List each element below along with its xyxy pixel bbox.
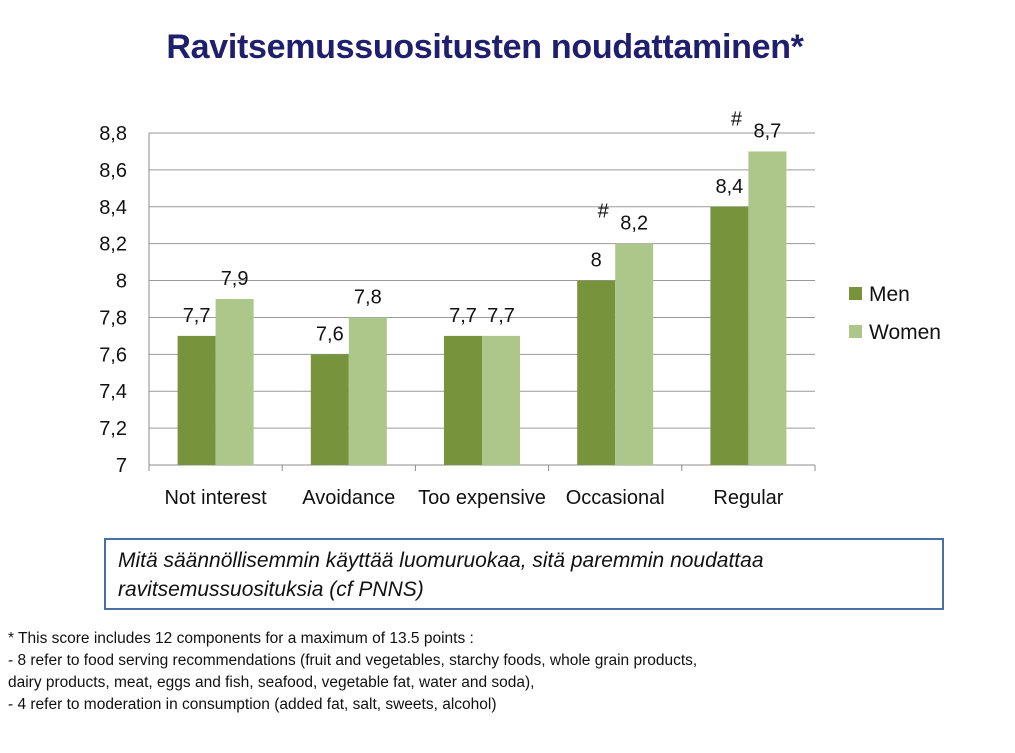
footnote-line: * This score includes 12 components for … xyxy=(8,630,474,647)
data-label: 7,8 xyxy=(354,286,382,308)
data-label: 7,6 xyxy=(316,323,344,345)
y-tick-label: 8 xyxy=(116,271,127,293)
bar-women xyxy=(615,243,654,465)
footnote-line: - 8 refer to food serving recommendation… xyxy=(8,652,698,669)
callout-box: Mitä säännöllisemmin käyttää luomuruokaa… xyxy=(104,538,944,610)
bar-women xyxy=(482,335,520,465)
bar-women xyxy=(748,151,787,465)
data-label: 7,9 xyxy=(221,268,249,290)
annotation-hash: # xyxy=(731,108,743,130)
x-tick-label: Regular xyxy=(713,487,783,509)
data-label: 8,2 xyxy=(620,213,648,235)
bar-women xyxy=(348,317,387,465)
legend-swatch-women xyxy=(849,325,862,338)
bar-men xyxy=(444,335,482,465)
annotation-hash: # xyxy=(598,201,610,223)
bar-men xyxy=(177,335,216,465)
bar-men xyxy=(310,354,349,465)
y-tick-label: 8,4 xyxy=(99,197,127,219)
bar-chart: 7 7,2 7,4 7,6 7,8 8 8,2 8,4 8,6 8,8 Not interest 7,… xyxy=(99,108,941,509)
y-tick-label: 8,6 xyxy=(99,160,127,182)
x-tick-label: Not interest xyxy=(164,487,267,509)
y-tick-label: 7,4 xyxy=(99,381,127,403)
bar-men xyxy=(710,206,749,465)
x-tick-label: Avoidance xyxy=(302,487,395,509)
data-label: 8 xyxy=(591,250,602,272)
y-tick-label: 7 xyxy=(116,455,127,477)
chart-title: Ravitsemussuositusten noudattaminen* xyxy=(166,28,804,66)
data-label: 7,7 xyxy=(183,305,211,327)
legend-label: Women xyxy=(869,321,941,344)
bar-women xyxy=(215,299,254,465)
y-tick-label: 7,6 xyxy=(99,344,127,366)
bar-men xyxy=(577,280,616,465)
x-tick-label: Too expensive xyxy=(418,487,546,509)
footnote-line: - 4 refer to moderation in consumption (… xyxy=(8,696,497,713)
y-tick-label: 8,2 xyxy=(99,234,127,256)
data-label: 7,7 xyxy=(449,305,477,327)
footnote-line: dairy products, meat, eggs and fish, sea… xyxy=(8,674,535,691)
x-tick-label: Occasional xyxy=(566,487,665,509)
data-label: 8,4 xyxy=(715,176,743,198)
legend-swatch-men xyxy=(849,287,862,300)
data-label: 7,7 xyxy=(487,305,515,327)
y-tick-label: 8,8 xyxy=(99,123,127,145)
legend-label: Men xyxy=(869,283,910,306)
footnote: * This score includes 12 components for … xyxy=(8,628,998,716)
y-tick-label: 7,8 xyxy=(99,307,127,329)
y-tick-label: 7,2 xyxy=(99,418,127,440)
data-label: 8,7 xyxy=(753,120,781,142)
